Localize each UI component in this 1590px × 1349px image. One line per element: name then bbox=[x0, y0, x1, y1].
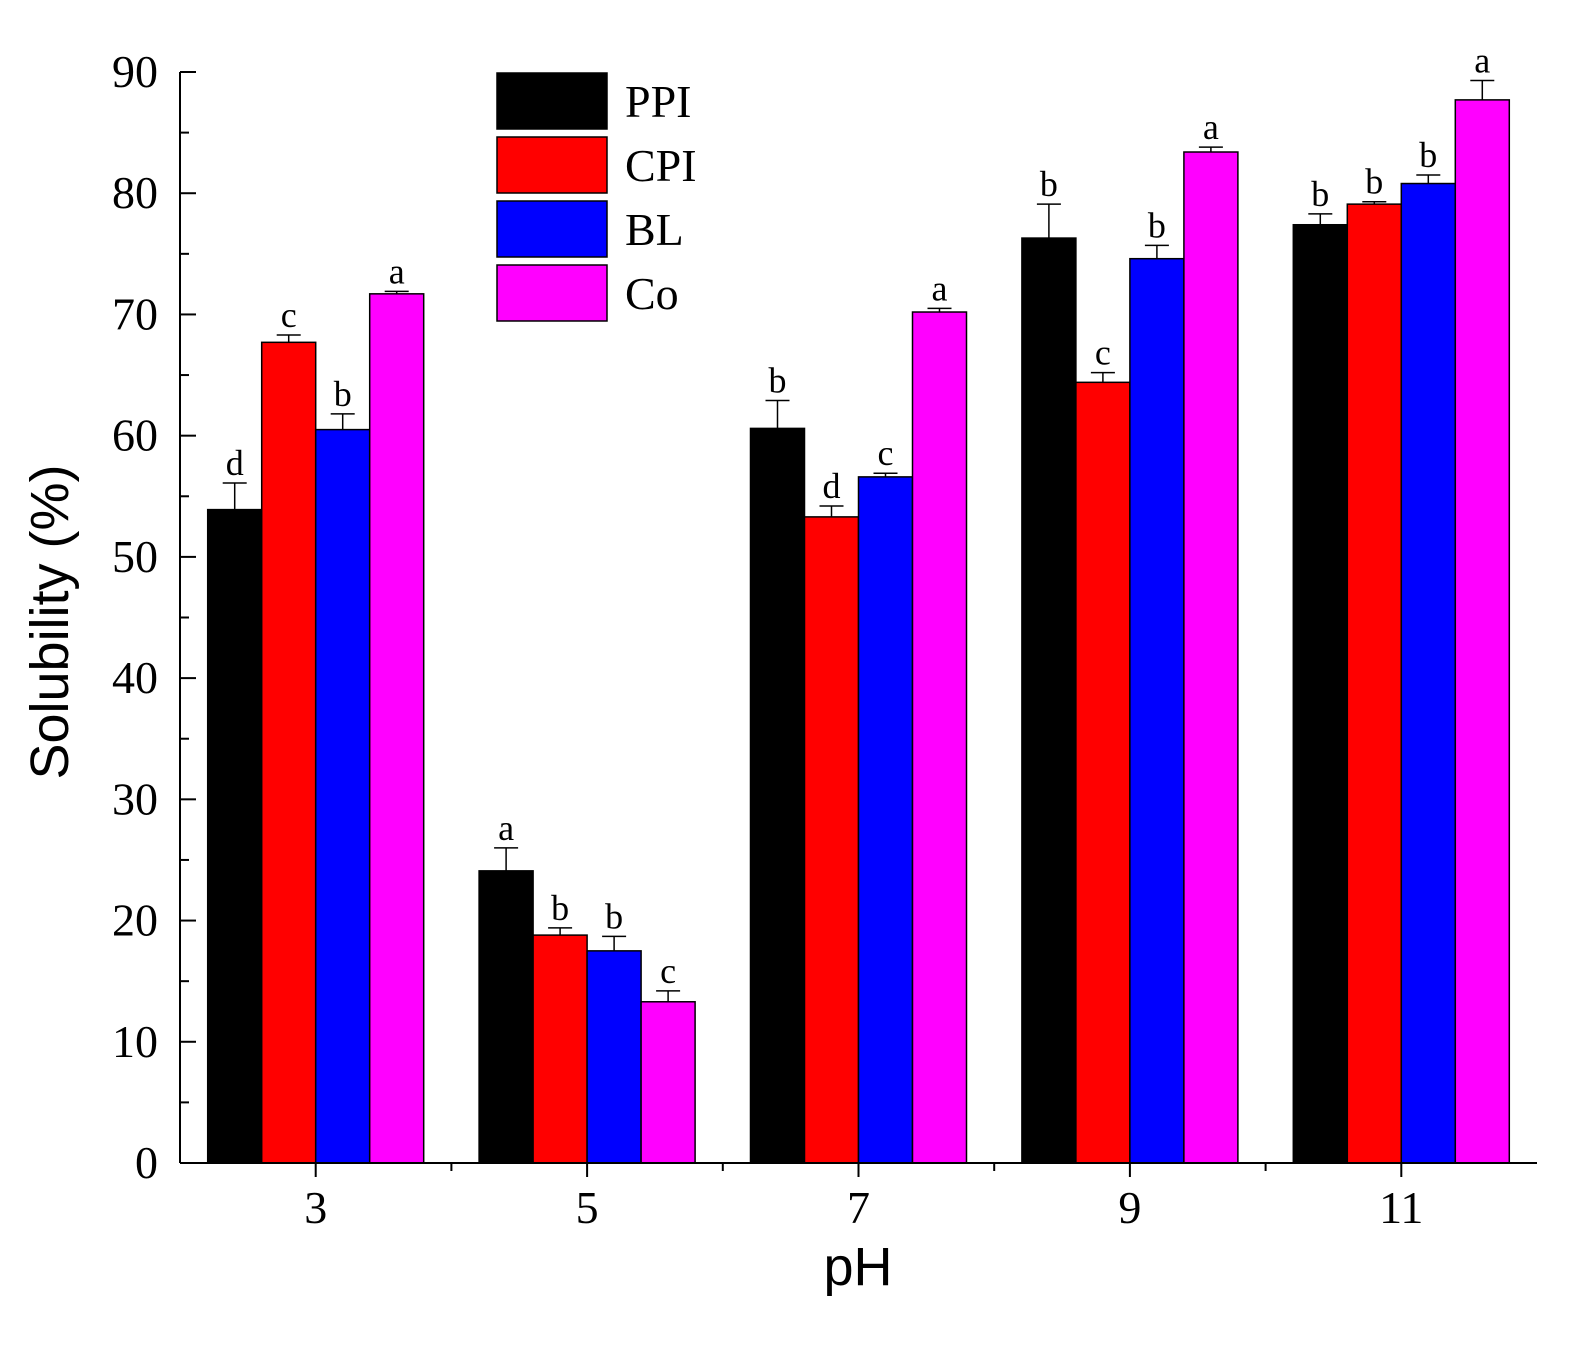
y-tick-label-10: 10 bbox=[112, 1016, 158, 1067]
bar-co-ph7 bbox=[911, 311, 968, 1164]
bar-cpi-ph7 bbox=[803, 516, 860, 1164]
legend: PPI CPI BL Co bbox=[496, 72, 697, 322]
bar-co-ph11 bbox=[1454, 99, 1511, 1164]
significance-label-bl-ph9: b bbox=[1148, 205, 1166, 245]
x-tick-label-11: 11 bbox=[1379, 1182, 1423, 1233]
significance-label-cpi-ph5: b bbox=[551, 888, 569, 928]
legend-swatch-co bbox=[496, 264, 608, 322]
bar-ppi-ph9 bbox=[1021, 237, 1077, 1164]
significance-label-co-ph9: a bbox=[1203, 107, 1219, 147]
bar-cpi-ph11 bbox=[1346, 203, 1403, 1164]
bar-bl-ph11 bbox=[1400, 182, 1457, 1164]
bar-ppi-ph7 bbox=[749, 427, 806, 1164]
bar-ppi-ph5 bbox=[478, 870, 534, 1164]
x-tick-label-3: 3 bbox=[304, 1182, 327, 1233]
legend-label-cpi: CPI bbox=[625, 140, 697, 191]
bar-co-ph5 bbox=[640, 1001, 696, 1164]
significance-label-bl-ph11: b bbox=[1419, 135, 1437, 175]
y-tick-label-60: 60 bbox=[112, 410, 158, 461]
bar-bl-ph7 bbox=[857, 476, 914, 1164]
legend-label-bl: BL bbox=[625, 204, 684, 255]
significance-label-ppi-ph3: d bbox=[226, 443, 244, 483]
bar-co-ph3 bbox=[368, 293, 425, 1164]
significance-label-bl-ph3: b bbox=[334, 374, 352, 414]
x-tick-label-5: 5 bbox=[576, 1182, 599, 1233]
y-tick-label-80: 80 bbox=[112, 167, 158, 218]
legend-label-co: Co bbox=[625, 268, 679, 319]
bar-co-ph9 bbox=[1183, 151, 1239, 1164]
bar-bl-ph5 bbox=[586, 950, 642, 1164]
bar-ppi-ph11 bbox=[1292, 223, 1349, 1164]
significance-label-co-ph5: c bbox=[660, 951, 676, 991]
y-tick-label-0: 0 bbox=[135, 1137, 158, 1188]
significance-label-co-ph3: a bbox=[389, 251, 405, 291]
significance-label-bl-ph7: c bbox=[878, 433, 894, 473]
y-tick-label-20: 20 bbox=[112, 895, 158, 946]
significance-label-ppi-ph11: b bbox=[1311, 174, 1329, 214]
bar-ppi-ph3 bbox=[206, 508, 263, 1164]
bar-bl-ph3 bbox=[314, 428, 371, 1164]
legend-label-ppi: PPI bbox=[625, 76, 691, 127]
y-axis-title: Solubility (%) bbox=[20, 464, 80, 779]
y-tick-label-30: 30 bbox=[112, 773, 158, 824]
y-tick-label-40: 40 bbox=[112, 652, 158, 703]
significance-label-cpi-ph9: c bbox=[1095, 333, 1111, 373]
significance-label-bl-ph5: b bbox=[605, 896, 623, 936]
significance-label-co-ph7: a bbox=[932, 268, 948, 308]
x-axis-title: pH bbox=[823, 1237, 892, 1297]
bar-bl-ph9 bbox=[1129, 257, 1185, 1164]
significance-label-ppi-ph9: b bbox=[1040, 164, 1058, 204]
bar-cpi-ph5 bbox=[532, 934, 588, 1164]
x-tick-label-7: 7 bbox=[847, 1182, 870, 1233]
bar-cpi-ph3 bbox=[260, 341, 317, 1164]
bar-cpi-ph9 bbox=[1075, 381, 1131, 1164]
significance-label-ppi-ph5: a bbox=[498, 808, 514, 848]
axes-layer: 0 10 20 30 40 50 60 70 80 90 3 5 7 9 11 bbox=[112, 46, 1537, 1233]
legend-swatch-bl bbox=[496, 200, 608, 258]
y-tick-label-70: 70 bbox=[112, 288, 158, 339]
y-tick-label-50: 50 bbox=[112, 531, 158, 582]
y-tick-label-90: 90 bbox=[112, 46, 158, 97]
significance-label-cpi-ph11: b bbox=[1365, 162, 1383, 202]
significance-label-co-ph11: a bbox=[1474, 40, 1490, 80]
significance-label-cpi-ph3: c bbox=[281, 295, 297, 335]
significance-label-cpi-ph7: d bbox=[823, 466, 841, 506]
legend-swatch-ppi bbox=[496, 72, 608, 130]
legend-swatch-cpi bbox=[496, 136, 608, 194]
x-tick-label-9: 9 bbox=[1118, 1182, 1141, 1233]
significance-label-ppi-ph7: b bbox=[769, 361, 787, 401]
